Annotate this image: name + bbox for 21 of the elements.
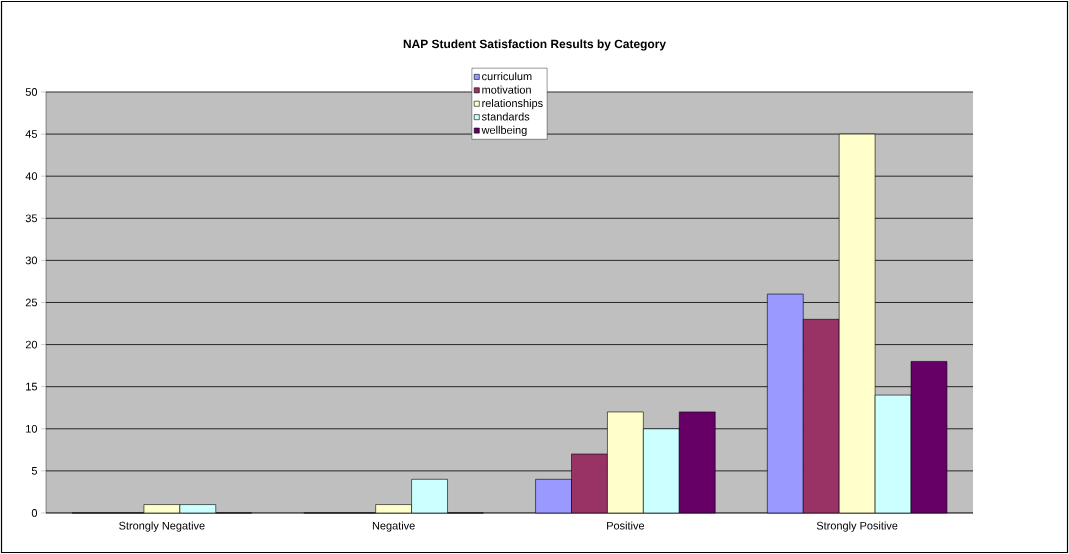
x-tick-label: Strongly Positive (816, 521, 898, 532)
y-tick-label: 40 (25, 172, 38, 181)
y-tick-label: 0 (31, 509, 38, 517)
legend-label: relationships (482, 99, 543, 110)
x-tick-label: Strongly Negative (119, 521, 205, 532)
y-tick-label: 5 (31, 467, 38, 475)
y-tick-label: 45 (25, 130, 38, 138)
y-tick-label: 50 (25, 88, 38, 96)
y-tick-label: 30 (25, 256, 38, 265)
legend-label: wellbeing (481, 125, 527, 137)
y-tick-label: 10 (26, 424, 38, 433)
y-tick-label: 20 (25, 340, 38, 349)
legend-label: motivation (482, 85, 531, 94)
legend-label: standards (481, 112, 530, 121)
y-tick-label: 25 (25, 298, 38, 307)
y-tick-label: 35 (25, 214, 38, 223)
x-tick-label: Negative (372, 521, 415, 532)
legend-label: curriculum (482, 72, 532, 81)
x-tick-label: Positive (607, 521, 645, 530)
chart-title: NAP Student Satisfaction Results by Category (403, 39, 666, 51)
y-tick-label: 15 (26, 382, 38, 391)
